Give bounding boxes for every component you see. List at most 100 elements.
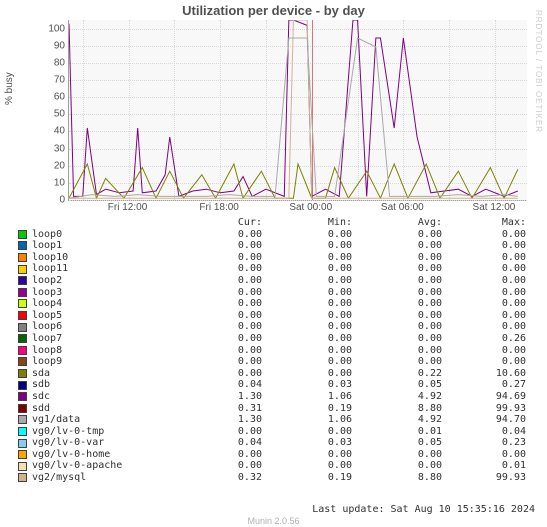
legend-swatch — [18, 392, 27, 401]
ytick-label: 50 — [35, 109, 65, 120]
legend-row: sdd0.310.198.8099.93 — [18, 403, 528, 415]
rrdtool-watermark: RRDTOOL / TOBI OETIKER — [534, 10, 543, 133]
legend-row: loop00.000.000.000.00 — [18, 229, 528, 241]
series-max: 0.00 — [442, 298, 526, 310]
series-avg: 0.00 — [352, 310, 442, 322]
legend-swatch — [18, 462, 27, 471]
series-max: 0.00 — [442, 345, 526, 357]
series-min: 0.19 — [262, 472, 352, 484]
series-max: 0.00 — [442, 263, 526, 275]
series-name: vg0/lv-0-apache — [32, 460, 172, 472]
series-cur: 0.00 — [172, 275, 262, 287]
series-min: 0.03 — [262, 437, 352, 449]
legend-swatch — [18, 253, 27, 262]
series-max: 94.69 — [442, 391, 526, 403]
series-name: loop10 — [32, 252, 172, 264]
series-cur: 0.00 — [172, 460, 262, 472]
series-min: 0.00 — [262, 460, 352, 472]
series-min: 0.00 — [262, 298, 352, 310]
munin-chart: Utilization per device - by day % busy R… — [0, 0, 547, 527]
plot-lines — [69, 20, 527, 200]
series-cur: 0.04 — [172, 437, 262, 449]
series-avg: 0.22 — [352, 368, 442, 380]
series-avg: 8.80 — [352, 403, 442, 415]
xtick-label: Fri 12:00 — [108, 202, 147, 213]
series-max: 0.00 — [442, 287, 526, 299]
legend-swatch — [18, 288, 27, 297]
series-min: 0.00 — [262, 345, 352, 357]
legend-row: loop20.000.000.000.00 — [18, 275, 528, 287]
series-cur: 0.00 — [172, 356, 262, 368]
ytick-label: 80 — [35, 57, 65, 68]
legend-swatch — [18, 265, 27, 274]
series-avg: 0.05 — [352, 379, 442, 391]
series-min: 0.00 — [262, 229, 352, 241]
col-min: Min: — [262, 217, 352, 229]
xtick-label: Sat 12:00 — [473, 202, 516, 213]
series-min: 0.00 — [262, 321, 352, 333]
legend-swatch — [18, 357, 27, 366]
series-name: loop11 — [32, 263, 172, 275]
series-cur: 0.00 — [172, 263, 262, 275]
col-avg: Avg: — [352, 217, 442, 229]
chart-title: Utilization per device - by day — [0, 3, 547, 18]
series-name: loop8 — [32, 345, 172, 357]
series-max: 0.04 — [442, 426, 526, 438]
legend-swatch — [18, 299, 27, 308]
series-min: 0.00 — [262, 240, 352, 252]
legend-row: vg1/data1.301.064.9294.70 — [18, 414, 528, 426]
series-avg: 0.00 — [352, 460, 442, 472]
legend-row: loop30.000.000.000.00 — [18, 287, 528, 299]
series-name: sdb — [32, 379, 172, 391]
legend-row: loop40.000.000.000.00 — [18, 298, 528, 310]
legend-swatch — [18, 230, 27, 239]
series-max: 99.93 — [442, 472, 526, 484]
series-cur: 0.00 — [172, 252, 262, 264]
legend-swatch — [18, 415, 27, 424]
series-avg: 0.00 — [352, 298, 442, 310]
legend-swatch — [18, 369, 27, 378]
series-avg: 0.00 — [352, 345, 442, 357]
legend-row: sda0.000.000.2210.60 — [18, 368, 528, 380]
plot-area — [68, 20, 527, 201]
legend-row: vg0/lv-0-apache0.000.000.000.01 — [18, 460, 528, 472]
series-cur: 1.30 — [172, 391, 262, 403]
series-max: 0.00 — [442, 356, 526, 368]
legend-row: loop100.000.000.000.00 — [18, 252, 528, 264]
series-cur: 0.00 — [172, 345, 262, 357]
series-name: vg0/lv-0-home — [32, 449, 172, 461]
munin-version: Munin 2.0.56 — [0, 516, 547, 526]
series-cur: 1.30 — [172, 414, 262, 426]
series-max: 10.60 — [442, 368, 526, 380]
series-cur: 0.00 — [172, 298, 262, 310]
series-max: 94.70 — [442, 414, 526, 426]
series-avg: 0.00 — [352, 356, 442, 368]
series-avg: 0.01 — [352, 426, 442, 438]
series-max: 0.00 — [442, 229, 526, 241]
series-cur: 0.00 — [172, 321, 262, 333]
series-name: sdc — [32, 391, 172, 403]
series-name: vg0/lv-0-var — [32, 437, 172, 449]
xtick-label: Fri 18:00 — [199, 202, 238, 213]
legend-row: vg0/lv-0-tmp0.000.000.010.04 — [18, 426, 528, 438]
series-name: loop5 — [32, 310, 172, 322]
series-cur: 0.00 — [172, 229, 262, 241]
legend-row: loop90.000.000.000.00 — [18, 356, 528, 368]
series-name: loop2 — [32, 275, 172, 287]
legend-swatch — [18, 323, 27, 332]
legend-swatch — [18, 346, 27, 355]
series-name: loop4 — [32, 298, 172, 310]
series-max: 0.01 — [442, 460, 526, 472]
ytick-label: 40 — [35, 126, 65, 137]
series-cur: 0.00 — [172, 240, 262, 252]
legend-swatch — [18, 427, 27, 436]
series-name: loop9 — [32, 356, 172, 368]
series-name: sdd — [32, 403, 172, 415]
legend-header: Cur: Min: Avg: Max: — [18, 217, 528, 229]
series-min: 0.00 — [262, 275, 352, 287]
series-max: 0.00 — [442, 310, 526, 322]
legend-row: loop50.000.000.000.00 — [18, 310, 528, 322]
legend-row: sdc1.301.064.9294.69 — [18, 391, 528, 403]
ytick-label: 90 — [35, 40, 65, 51]
series-avg: 0.00 — [352, 321, 442, 333]
